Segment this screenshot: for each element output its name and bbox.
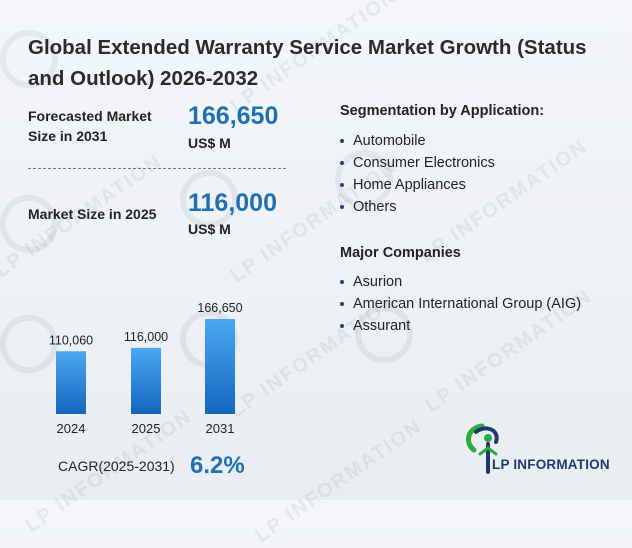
bullet-icon [340,183,344,187]
bullet-icon [340,280,344,284]
forecast-label: Forecasted Market Size in 2031 [28,108,152,144]
bullet-icon [340,205,344,209]
forecast-unit: US$ M [188,135,231,151]
current-unit: US$ M [188,221,231,237]
forecast-value: 166,650 [188,102,279,130]
list-item-label: Asurion [353,274,403,290]
x-tick-label: 2025 [132,421,161,436]
list-item: Asurion [340,271,581,293]
list-item: Automobile [340,130,495,152]
metrics-divider [28,168,286,169]
list-item: American International Group (AIG) [340,293,581,315]
current-label: Market Size in 2025 [28,206,157,222]
logo-text: LP INFORMATION [492,457,610,472]
segmentation-list: Automobile Consumer Electronics Home App… [340,130,495,218]
bullet-icon [340,324,344,328]
list-item-label: American International Group (AIG) [353,296,582,312]
list-item-label: Assurant [353,318,411,334]
companies-heading: Major Companies [340,245,461,261]
data-label: 110,060 [49,333,93,347]
bar-2025 [131,347,161,414]
bullet-icon [340,139,344,143]
list-item-label: Consumer Electronics [353,155,495,171]
cagr-label: CAGR(2025-2031) [58,458,175,474]
cagr-value: 6.2% [190,452,245,479]
bullet-icon [340,302,344,306]
list-item: Assurant [340,315,581,337]
chart-bars: 110,060 2024 116,000 2025 166,650 2031 [49,301,243,436]
list-item: Consumer Electronics [340,152,495,174]
data-label: 166,650 [197,301,242,315]
current-value: 116,000 [188,189,277,217]
x-tick-label: 2031 [206,421,235,436]
x-tick-label: 2024 [57,421,86,436]
segmentation-heading: Segmentation by Application: [340,103,545,119]
list-item: Others [340,196,495,218]
companies-list: Asurion American International Group (AI… [340,271,581,337]
list-item-label: Home Appliances [353,177,466,193]
bullet-icon [340,161,344,165]
page-title: Global Extended Warranty Service Market … [28,36,587,90]
list-item-label: Automobile [353,133,426,149]
bar-2031 [205,319,235,414]
list-item-label: Others [353,199,397,215]
list-item: Home Appliances [340,174,495,196]
data-label: 116,000 [124,330,168,344]
lp-information-logo-icon [465,423,499,474]
bar-2024 [56,351,86,414]
bar-chart: 110,060 2024 116,000 2025 166,650 2031 [49,301,243,436]
